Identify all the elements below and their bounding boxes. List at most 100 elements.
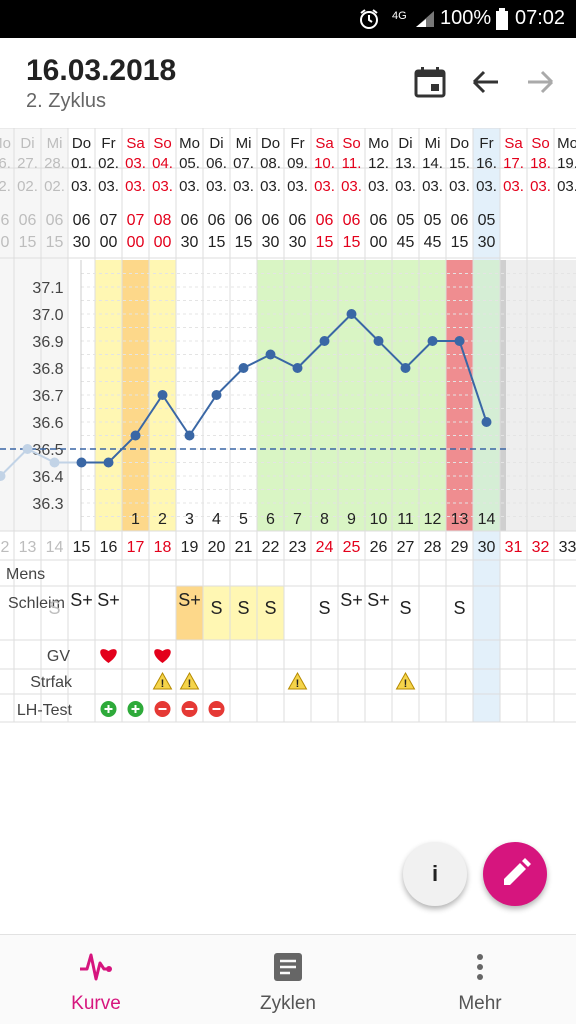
- next-day-button[interactable]: [520, 62, 560, 102]
- time-minute-label: 15: [208, 234, 226, 251]
- mucus-mark: S+: [340, 590, 363, 610]
- month-label: 03.: [449, 178, 470, 195]
- date-label: 02.: [98, 155, 119, 172]
- y-tick-label: 36.9: [32, 334, 63, 351]
- time-hour-label: 06: [289, 212, 307, 229]
- nav-curve-label: Kurve: [71, 993, 121, 1014]
- phase-day-number: 4: [212, 511, 221, 528]
- nav-more[interactable]: Mehr: [384, 935, 576, 1025]
- month-label: 03.: [557, 178, 576, 195]
- weekday-label: Mi: [425, 135, 441, 152]
- cycle-day-label: 30: [478, 539, 496, 556]
- previous-day-button[interactable]: [466, 62, 506, 102]
- temperature-point: [319, 336, 330, 346]
- time-minute-label: 30: [73, 234, 91, 251]
- temperature-line-previous: [0, 447, 82, 477]
- row-label-strfak: Strfak: [30, 674, 73, 691]
- date-label: 06.: [206, 155, 227, 172]
- date-label: 13.: [395, 155, 416, 172]
- month-label: 03.: [503, 178, 524, 195]
- phase-day-number: 11: [397, 511, 414, 528]
- time-minute-label: 15: [316, 234, 334, 251]
- cycle-subtitle: 2. Zyklus: [26, 90, 107, 112]
- y-tick-label: 36.3: [32, 496, 63, 513]
- calendar-button[interactable]: [410, 62, 450, 102]
- y-tick-label: 37.1: [32, 280, 63, 297]
- time-hour-label: 06: [343, 212, 361, 229]
- mucus-mark: S: [48, 598, 60, 618]
- weekday-label: So: [153, 135, 171, 152]
- warning-icon: [152, 671, 173, 690]
- month-label: 03.: [71, 178, 92, 195]
- date-label: 03.: [125, 155, 146, 172]
- month-label: 03.: [395, 178, 416, 195]
- date-label: 01.: [71, 155, 92, 172]
- time-hour-label: 05: [424, 212, 442, 229]
- time-hour-label: 06: [0, 212, 10, 229]
- time-minute-label: 30: [0, 234, 10, 251]
- cycle-chart[interactable]: 37.137.036.936.836.736.636.536.436.3Mo26…: [0, 128, 576, 728]
- cycle-day-label: 15: [73, 539, 91, 556]
- warning-mark: !: [188, 678, 192, 690]
- pencil-icon: [504, 858, 531, 885]
- battery-level: 100%: [440, 7, 492, 29]
- phase-day-number: 10: [370, 511, 388, 528]
- time-minute-label: 00: [370, 234, 388, 251]
- month-label: 03.: [287, 178, 308, 195]
- mucus-mark: S: [264, 598, 276, 618]
- month-label: 03.: [179, 178, 200, 195]
- phase-day-number: 1: [131, 511, 140, 528]
- temperature-point: [373, 336, 384, 346]
- month-label: 03.: [260, 178, 281, 195]
- signal-icon: [416, 11, 434, 27]
- temperature-point: [481, 417, 492, 427]
- cycle-day-label: 17: [127, 539, 145, 556]
- row-label-gv: GV: [47, 648, 70, 665]
- weekday-label: Do: [72, 135, 91, 152]
- phase-day-number: 14: [478, 511, 496, 528]
- time-hour-label: 07: [127, 212, 145, 229]
- y-tick-label: 36.5: [32, 442, 63, 459]
- phase-day-number: 7: [293, 511, 302, 528]
- time-minute-label: 00: [100, 234, 118, 251]
- temperature-point: [211, 390, 222, 400]
- time-hour-label: 05: [397, 212, 415, 229]
- warning-mark: !: [296, 678, 300, 690]
- cycle-day-label: 20: [208, 539, 226, 556]
- month-label: 03.: [206, 178, 227, 195]
- weekday-label: Di: [209, 135, 223, 152]
- date-label: 27.: [17, 155, 38, 172]
- date-label: 19.: [557, 155, 576, 172]
- calendar-icon: [414, 67, 446, 98]
- date-label: 10.: [314, 155, 335, 172]
- page-title: 16.03.2018: [26, 54, 177, 87]
- alarm-icon: [360, 9, 378, 29]
- month-label: 03.: [422, 178, 443, 195]
- edit-button[interactable]: [483, 842, 547, 906]
- time-minute-label: 30: [181, 234, 199, 251]
- nav-cycles[interactable]: Zyklen: [192, 935, 384, 1025]
- nav-curve[interactable]: Kurve: [0, 935, 192, 1025]
- weekday-label: Do: [261, 135, 280, 152]
- temperature-point: [103, 457, 114, 468]
- date-label: 26.: [0, 155, 11, 172]
- chart-svg: 37.137.036.936.836.736.636.536.436.3Mo26…: [0, 128, 576, 723]
- weekday-label: Mi: [236, 135, 252, 152]
- cycle-day-label: 29: [451, 539, 469, 556]
- phase-day-number: 2: [158, 511, 167, 528]
- temperature-point: [157, 390, 168, 400]
- prev-cycle-shade: [0, 128, 14, 531]
- y-tick-label: 36.4: [32, 469, 63, 486]
- weekday-label: Mi: [47, 135, 63, 152]
- cycle-day-label: 28: [424, 539, 442, 556]
- weekday-label: Sa: [504, 135, 523, 152]
- bottom-navigation: Kurve Zyklen Mehr: [0, 934, 576, 1024]
- info-button[interactable]: i: [403, 842, 467, 906]
- time-minute-label: 30: [289, 234, 307, 251]
- y-tick-label: 36.8: [32, 361, 63, 378]
- time-hour-label: 05: [478, 212, 496, 229]
- month-label: 03.: [125, 178, 146, 195]
- weekday-label: Fr: [479, 135, 493, 152]
- mucus-mark: S: [237, 598, 249, 618]
- temperature-point: [238, 363, 249, 373]
